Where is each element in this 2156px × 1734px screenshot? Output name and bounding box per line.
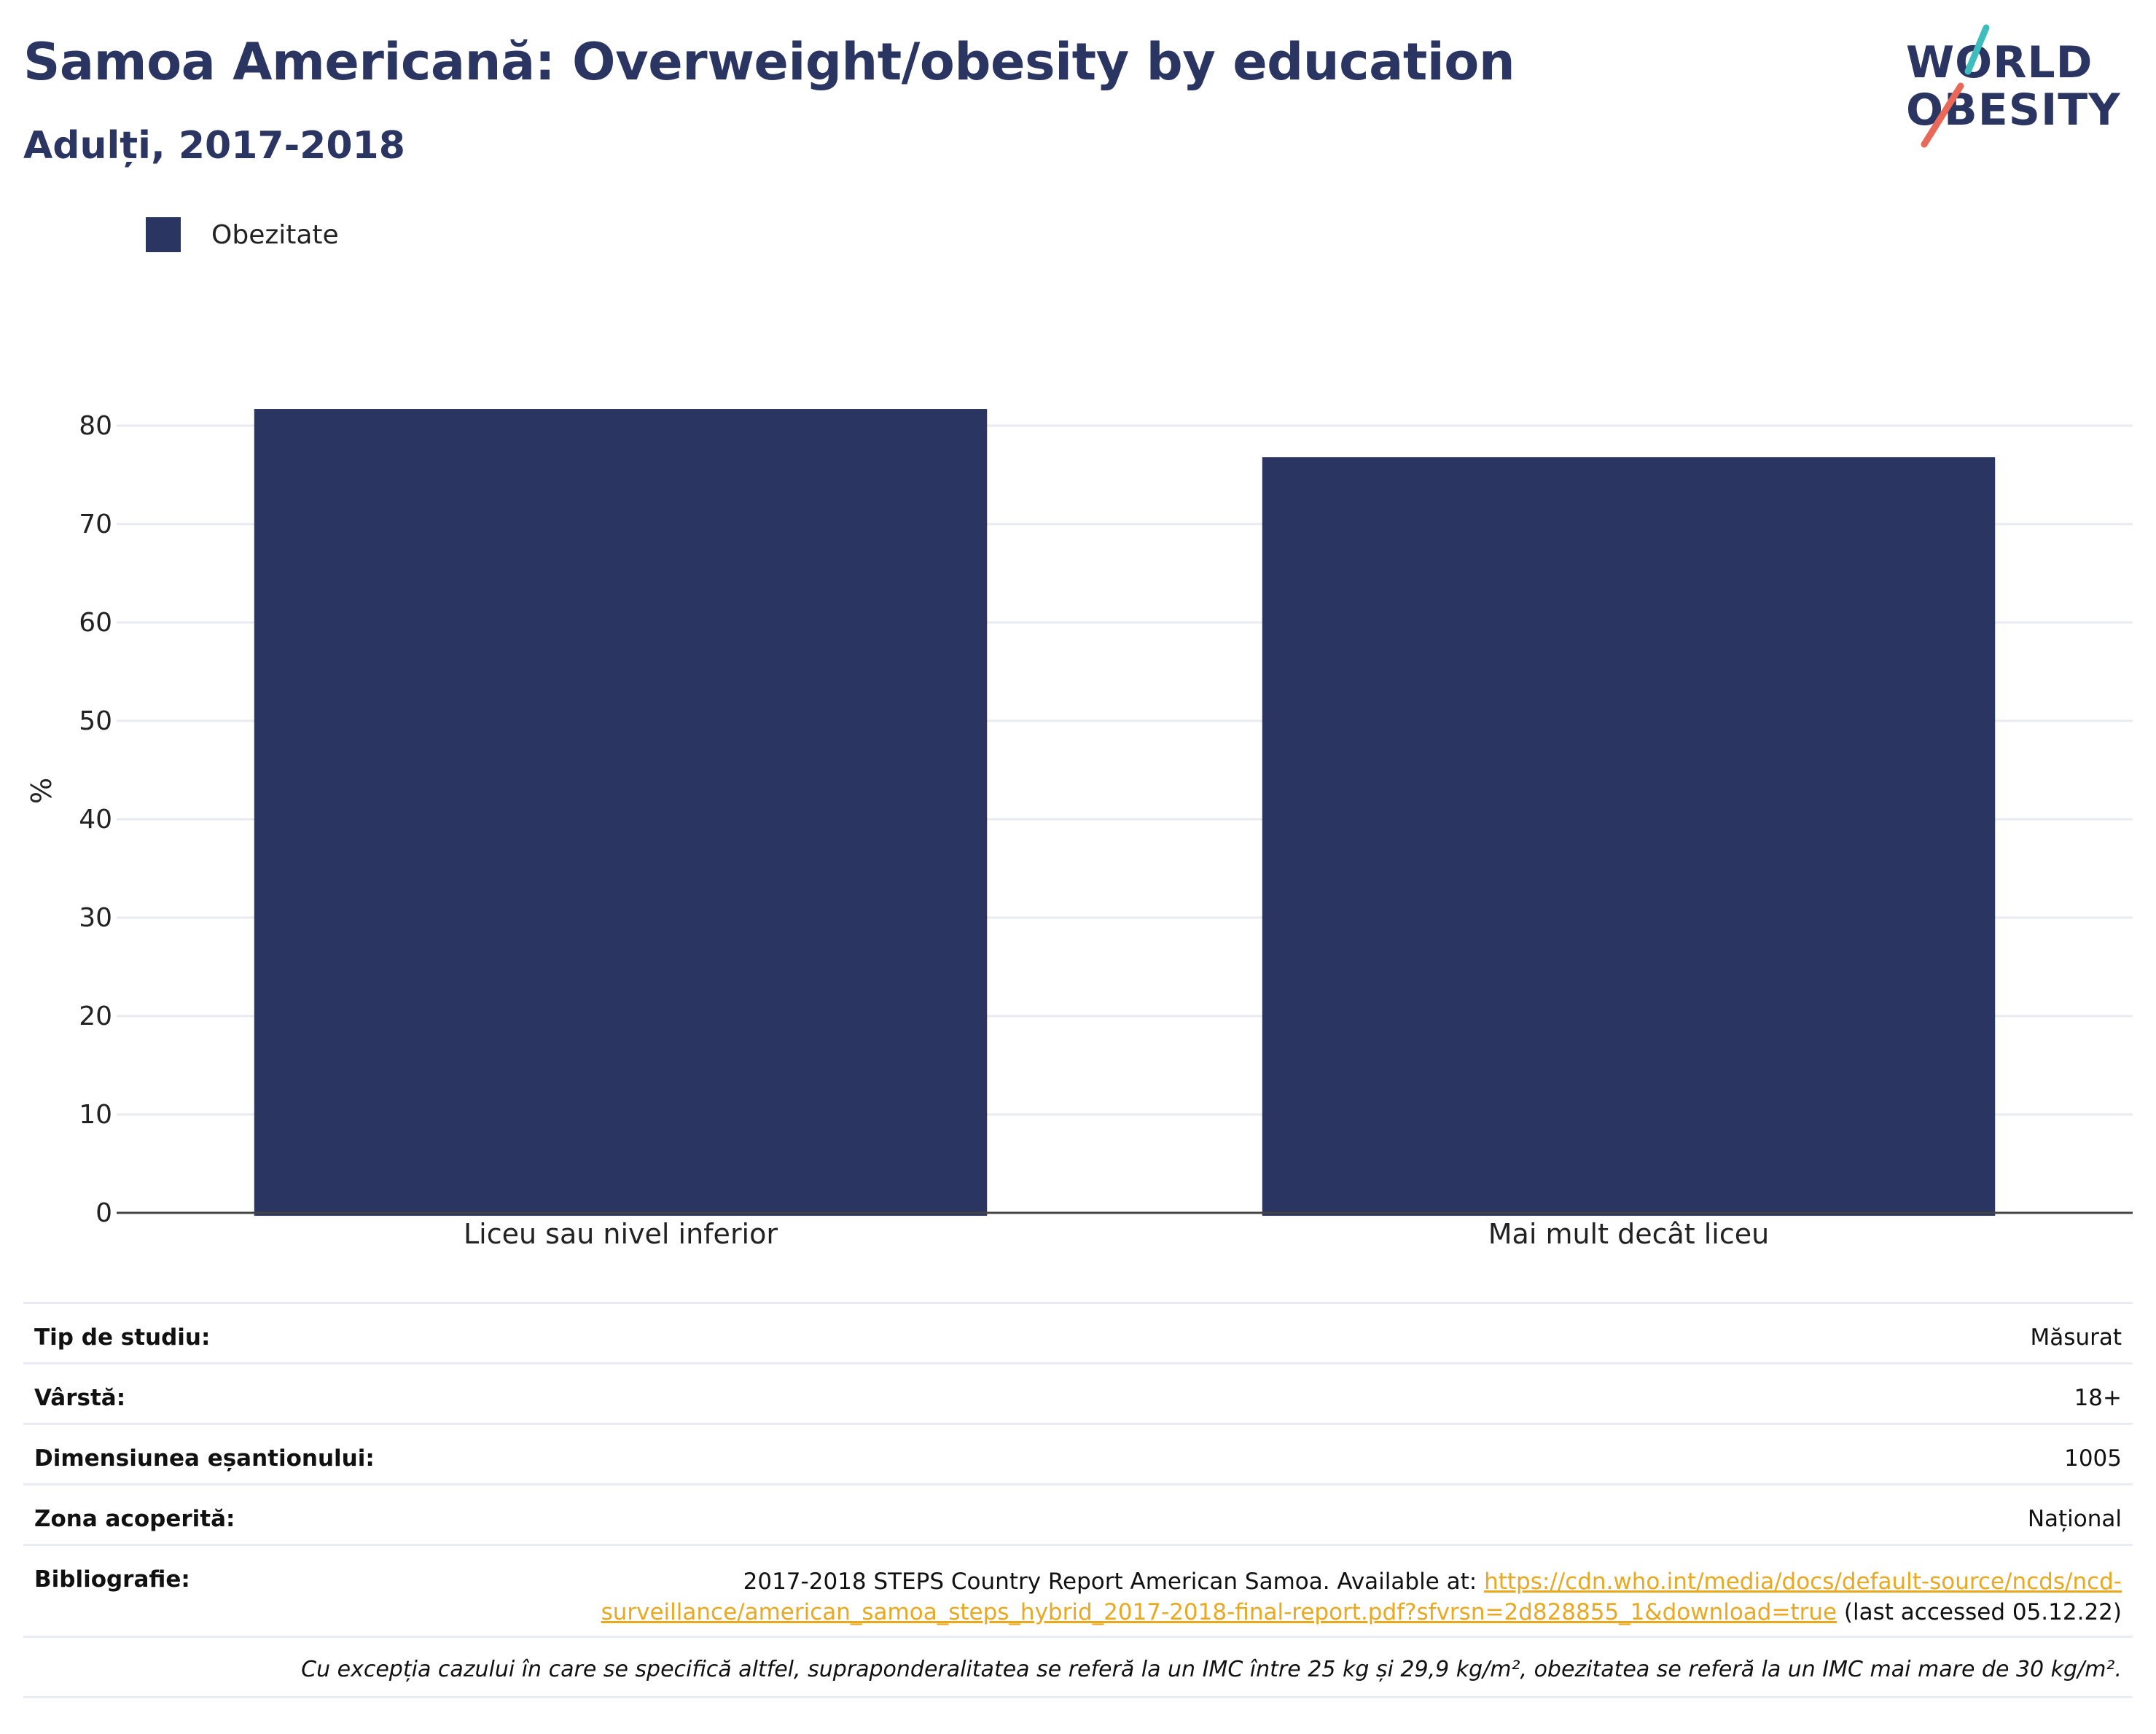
- bibliography-text: 2017-2018 STEPS Country Report American …: [743, 1569, 1485, 1595]
- legend[interactable]: Obezitate: [146, 217, 339, 252]
- bibliography-label: Bibliografie:: [34, 1566, 190, 1593]
- y-tick-label-30: 30: [79, 903, 112, 933]
- study-type-label: Tip de studiu:: [34, 1324, 211, 1351]
- x-tick-label-2: Mai mult decât liceu: [1488, 1218, 1769, 1250]
- info-row-bibliography: Bibliografie: 2017-2018 STEPS Country Re…: [23, 1544, 2133, 1636]
- y-tick-label-80: 80: [79, 411, 112, 441]
- area-value: Național: [2027, 1506, 2122, 1532]
- bmi-definition-note: Cu excepția cazului în care se specifică…: [301, 1657, 2122, 1682]
- chart-title: Samoa Americană: Overweight/obesity by e…: [23, 32, 1515, 92]
- info-row-area: Zona acoperită: Național: [23, 1483, 2133, 1544]
- logo-slash-icon: [1921, 24, 1990, 148]
- study-type-value: Măsurat: [2030, 1324, 2122, 1351]
- info-row-age: Vârstă: 18+: [23, 1362, 2133, 1423]
- study-info-table: Tip de studiu: Măsurat Vârstă: 18+ Dimen…: [23, 1302, 2133, 1698]
- age-label: Vârstă:: [34, 1385, 126, 1411]
- y-axis-label: %: [26, 778, 58, 804]
- sample-size-label: Dimensiunea eșantionului:: [34, 1445, 375, 1472]
- y-tick-label-0: 0: [95, 1198, 112, 1228]
- info-row-note: Cu excepția cazului în care se specifică…: [23, 1636, 2133, 1698]
- age-value: 18+: [2074, 1385, 2122, 1411]
- logo-line-1: WORLD: [1906, 37, 2093, 88]
- logo-line-2: OBESITY: [1906, 85, 2121, 136]
- world-obesity-logo: WORLD OBESITY: [1895, 20, 2143, 152]
- legend-swatch-obezitate: [146, 217, 181, 252]
- bibliography-link[interactable]: https://cdn.who.int/media/docs/default-s…: [601, 1569, 2122, 1625]
- bar-2: [1262, 457, 1996, 1216]
- sample-size-value: 1005: [2064, 1445, 2122, 1472]
- legend-label: Obezitate: [211, 219, 339, 250]
- bibliography-suffix: (last accessed 05.12.22): [1837, 1599, 2122, 1625]
- bar-chart: 0 10 20 30 40 50 60 70 80% Liceu sau nivel inferi…: [26, 409, 2133, 1250]
- area-label: Zona acoperită:: [34, 1506, 235, 1532]
- info-row-study-type: Tip de studiu: Măsurat: [23, 1302, 2133, 1362]
- y-tick-label-10: 10: [79, 1100, 112, 1130]
- y-tick-label-50: 50: [79, 706, 112, 736]
- y-tick-label-70: 70: [79, 509, 112, 539]
- y-tick-label-20: 20: [79, 1001, 112, 1031]
- chart-subtitle: Adulți, 2017-2018: [23, 124, 405, 168]
- x-tick-label-1: Liceu sau nivel inferior: [464, 1218, 778, 1250]
- bibliography-value: 2017-2018 STEPS Country Report American …: [591, 1566, 2122, 1628]
- y-tick-label-40: 40: [79, 805, 112, 835]
- info-row-sample-size: Dimensiunea eșantionului: 1005: [23, 1423, 2133, 1483]
- y-tick-label-60: 60: [79, 608, 112, 638]
- bar-1: [254, 409, 988, 1216]
